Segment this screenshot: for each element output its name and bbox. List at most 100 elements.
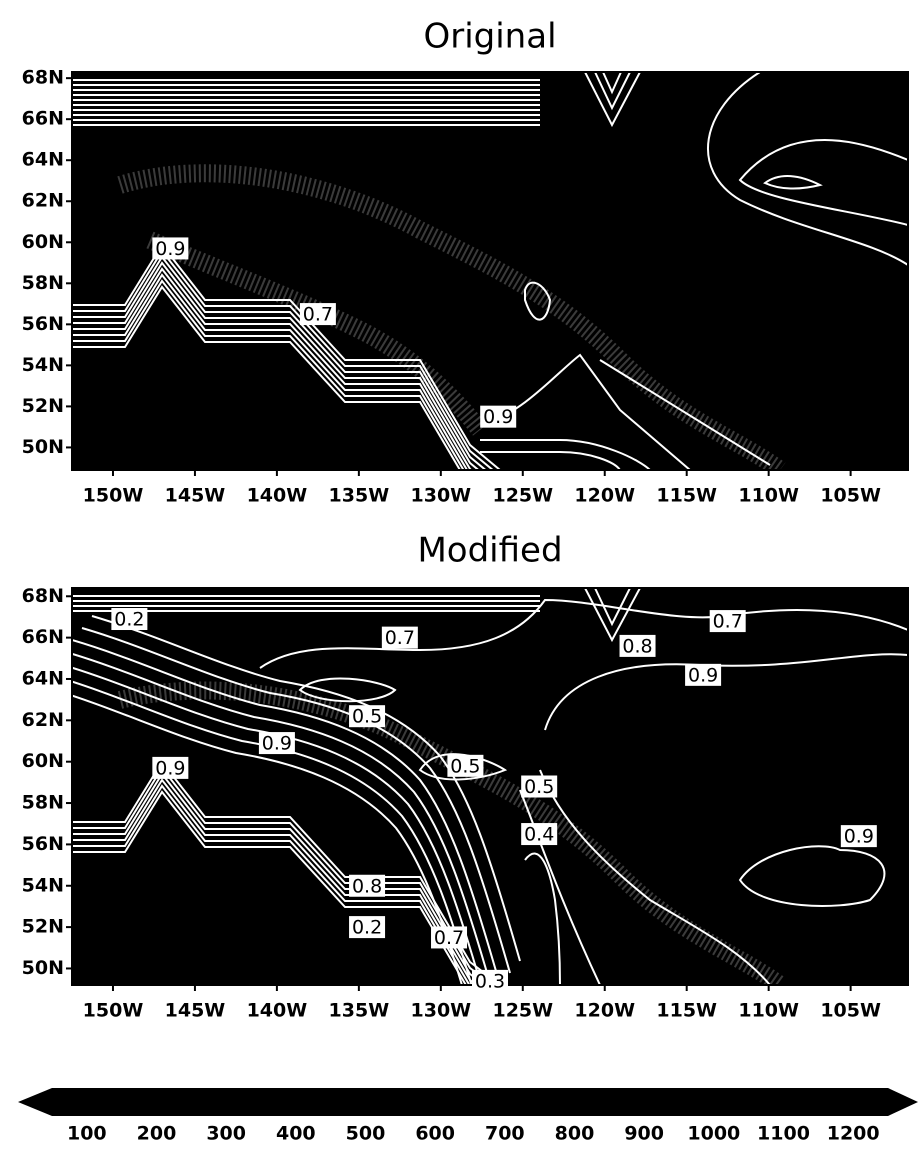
contour-label-text: 0.2 (352, 917, 382, 939)
colorbar-tick-label: 500 (346, 1123, 386, 1145)
x-tick-label: 135W (329, 1000, 390, 1022)
x-tick-label: 140W (247, 1000, 308, 1022)
colorbar-tick-label: 200 (137, 1123, 177, 1145)
panel-title: Original (423, 17, 556, 57)
contour-line (72, 243, 501, 470)
colorbar-tick-label: 900 (624, 1123, 664, 1145)
colorbar-body (18, 1088, 918, 1116)
y-tick-label: 58N (22, 272, 64, 294)
contour-label-box (152, 237, 189, 260)
coastline (146, 231, 488, 436)
x-tick-label: 150W (83, 485, 144, 507)
contour-label-box (152, 756, 189, 779)
x-tick-label: 105W (820, 485, 881, 507)
colorbar-tick-label: 1100 (757, 1123, 810, 1145)
contour-line (539, 769, 771, 985)
panel-title: Modified (417, 531, 562, 571)
contour-label-text: 0.9 (844, 826, 874, 848)
contour-label-box (381, 626, 418, 649)
contour-label: 0.8 (619, 634, 656, 657)
y-tick-label: 54N (22, 874, 64, 896)
y-tick-label: 52N (22, 916, 64, 938)
coastline (117, 681, 786, 985)
contour-label: 0.5 (521, 775, 558, 798)
contour-label-box (521, 775, 558, 798)
y-tick-label: 50N (22, 957, 64, 979)
colorbar-tick-label: 300 (206, 1123, 246, 1145)
contour-label: 0.4 (521, 823, 558, 846)
contour-label-text: 0.4 (524, 824, 554, 846)
contour-label-box (349, 874, 386, 897)
contour-label: 0.9 (480, 405, 517, 428)
contour-label: 0.3 (472, 969, 508, 992)
y-tick-label: 62N (22, 190, 64, 212)
contour-line (480, 451, 621, 470)
contour-line (763, 175, 823, 190)
panel-original: Original 50N 52N 54N 56N 58N 60N 62N 64N 66N 68N 1… (22, 17, 909, 507)
contour-label: 0.9 (152, 237, 189, 260)
contour-label-box (840, 825, 877, 848)
contour-label: 0.7 (299, 303, 336, 326)
contour-line (738, 139, 908, 226)
contour-label-box (521, 823, 558, 846)
x-tick-label: 145W (165, 485, 226, 507)
contour-label-box (472, 969, 508, 992)
x-tick-label: 120W (574, 1000, 635, 1022)
colorbar-tick-label: 100 (67, 1123, 107, 1145)
contour-label: 0.8 (349, 874, 386, 897)
contour-label-text: 0.7 (385, 627, 415, 649)
x-tick-label: 125W (492, 1000, 553, 1022)
contour-label-text: 0.9 (155, 238, 185, 260)
x-tick-label: 105W (820, 1000, 881, 1022)
x-tick-label: 140W (247, 485, 308, 507)
contour-label-text: 0.2 (114, 609, 144, 631)
plot-frame (71, 71, 909, 471)
y-tick-label: 66N (22, 626, 64, 648)
contour-label-box (709, 610, 746, 633)
contour-label-box (480, 405, 517, 428)
contour-line (524, 852, 561, 985)
y-tick-label: 64N (22, 149, 64, 171)
contour-label: 0.7 (381, 626, 418, 649)
x-tick-label: 110W (738, 485, 799, 507)
contour-label-text: 0.7 (434, 927, 464, 949)
y-tick-label: 68N (22, 67, 64, 89)
contour-label-text: 0.8 (352, 875, 382, 897)
x-tick-label: 150W (83, 1000, 144, 1022)
colorbar: 100 200 300 400 500 600 700 800 900 1000 1100 1200 (18, 1088, 918, 1145)
contour-label: 0.9 (685, 663, 722, 686)
contour-label-text: 0.3 (475, 970, 505, 992)
contour-label-box (619, 634, 656, 657)
contour-label-text: 0.9 (262, 733, 292, 755)
colorbar-tick-label: 400 (276, 1123, 316, 1145)
contour-line (259, 598, 908, 669)
contour-line (584, 72, 641, 128)
y-tick-label: 66N (22, 108, 64, 130)
contour-label: 0.9 (258, 732, 295, 755)
y-tick-label: 54N (22, 354, 64, 376)
x-tick-label: 130W (411, 485, 472, 507)
contour-label-text: 0.8 (622, 635, 652, 657)
contour-line (480, 439, 651, 470)
contour-label-box (299, 303, 336, 326)
contour-label: 0.7 (709, 610, 746, 633)
colorbar-tick-label: 1000 (687, 1123, 740, 1145)
contour-label-box (431, 926, 468, 949)
panel-modified: Modified 50N 52N 54N 56N 58N 60N 62N 64N 66N 68N 1… (22, 531, 909, 1022)
contour-label-text: 0.9 (483, 406, 513, 428)
x-tick-label: 145W (165, 1000, 226, 1022)
y-tick-label: 52N (22, 395, 64, 417)
x-tick-label: 125W (492, 485, 553, 507)
contour-line (738, 845, 886, 907)
contour-line (298, 677, 397, 703)
contour-line (418, 753, 508, 781)
contour-label-text: 0.5 (352, 706, 382, 728)
y-tick-label: 56N (22, 313, 64, 335)
contour-line (72, 639, 501, 985)
colorbar-tick-label: 1200 (827, 1123, 880, 1145)
colorbar-tick-label: 700 (485, 1123, 525, 1145)
contour-label: 0.9 (152, 756, 189, 779)
contour-label-box (111, 608, 148, 631)
y-tick-label: 64N (22, 667, 64, 689)
